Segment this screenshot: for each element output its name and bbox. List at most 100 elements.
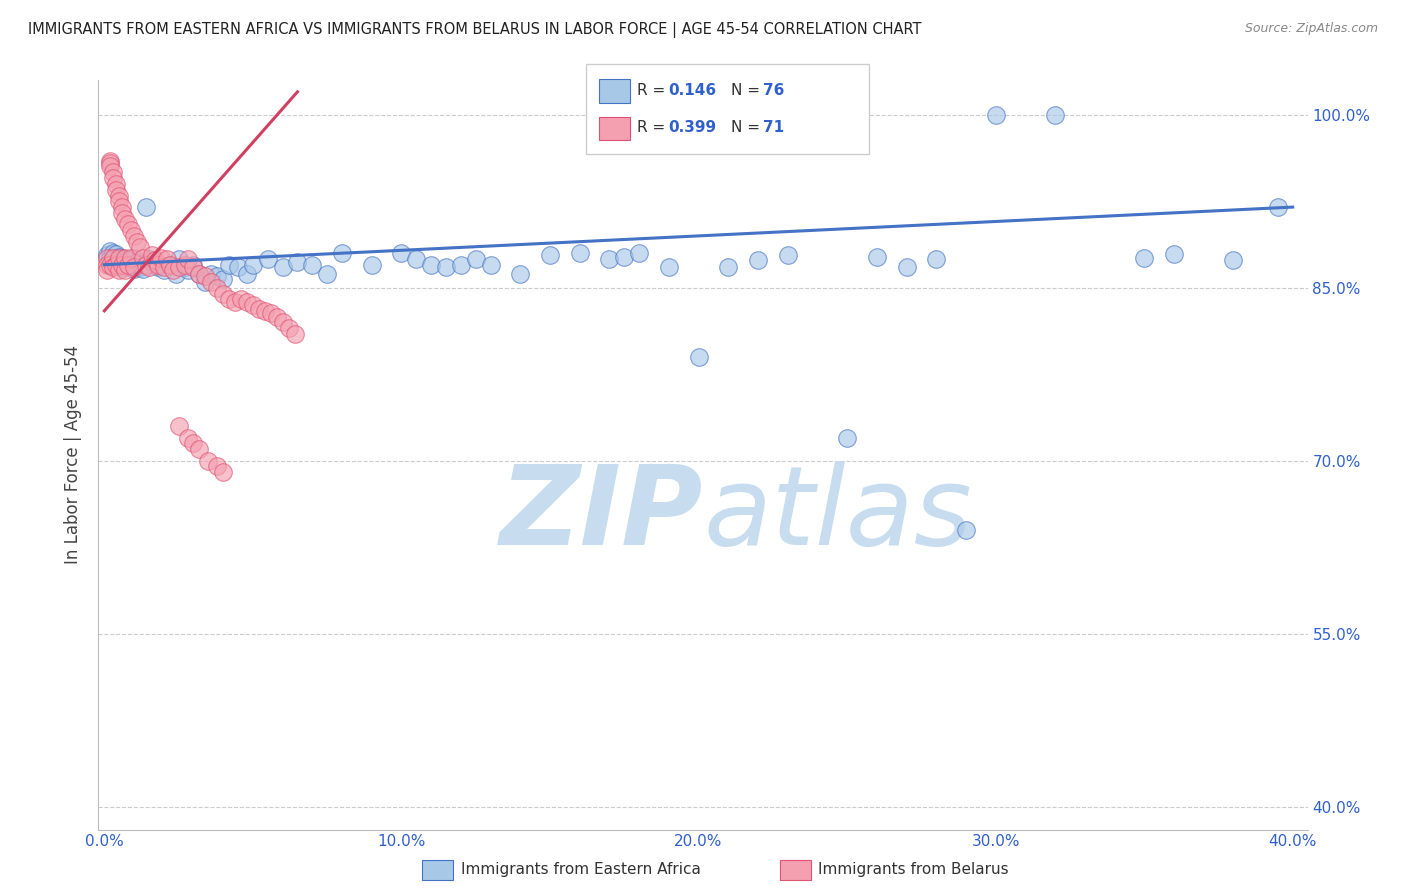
Text: Source: ZipAtlas.com: Source: ZipAtlas.com: [1244, 22, 1378, 36]
Point: [135, 258, 157, 272]
Point: [129, 240, 152, 254]
Point: [450, 258, 472, 272]
Point: [173, 258, 195, 272]
Point: [167, 252, 190, 266]
Point: [96, 251, 118, 265]
Point: [120, 258, 142, 272]
Point: [242, 298, 264, 312]
Text: 0.399: 0.399: [668, 120, 716, 135]
Point: [835, 431, 858, 445]
Point: [108, 188, 131, 202]
Point: [114, 211, 136, 226]
Point: [105, 258, 128, 272]
Point: [747, 253, 769, 268]
Point: [114, 260, 136, 274]
Point: [105, 183, 128, 197]
Point: [658, 260, 681, 274]
Y-axis label: In Labor Force | Age 45-54: In Labor Force | Age 45-54: [65, 345, 83, 565]
Point: [207, 281, 229, 295]
Point: [212, 465, 235, 479]
Point: [152, 263, 174, 277]
Point: [717, 260, 740, 274]
Point: [103, 171, 125, 186]
Point: [613, 250, 636, 264]
Point: [236, 294, 259, 309]
Point: [167, 260, 190, 274]
Point: [159, 258, 181, 272]
Point: [122, 260, 145, 274]
Text: Immigrants from Eastern Africa: Immigrants from Eastern Africa: [461, 863, 702, 877]
Text: R =: R =: [637, 120, 671, 135]
Point: [266, 310, 288, 324]
Point: [1222, 253, 1244, 268]
Text: Immigrants from Belarus: Immigrants from Belarus: [818, 863, 1010, 877]
Point: [103, 260, 125, 274]
Point: [105, 177, 128, 191]
Point: [236, 267, 259, 281]
Point: [138, 260, 160, 274]
Point: [688, 350, 710, 364]
Point: [114, 251, 136, 265]
Point: [96, 258, 118, 272]
Point: [405, 252, 427, 266]
Point: [271, 315, 294, 329]
Point: [1043, 108, 1066, 122]
Point: [464, 252, 486, 266]
Point: [287, 255, 309, 269]
Point: [776, 248, 799, 262]
Point: [122, 262, 145, 277]
Point: [117, 218, 139, 232]
Point: [111, 251, 134, 265]
Point: [176, 431, 198, 445]
Point: [111, 206, 134, 220]
Point: [159, 258, 181, 272]
Point: [98, 159, 121, 173]
Point: [955, 523, 977, 537]
Point: [108, 263, 131, 277]
Point: [391, 246, 413, 260]
Point: [146, 260, 169, 274]
Text: 71: 71: [763, 120, 785, 135]
Point: [866, 250, 889, 264]
Point: [260, 306, 283, 320]
Point: [194, 275, 217, 289]
Point: [283, 326, 305, 341]
Point: [247, 301, 270, 316]
Point: [207, 459, 229, 474]
Point: [183, 436, 205, 450]
Point: [568, 246, 591, 260]
Point: [138, 252, 160, 266]
Text: 76: 76: [763, 84, 785, 98]
Point: [146, 258, 169, 272]
Point: [200, 267, 222, 281]
Point: [143, 253, 166, 268]
Point: [194, 269, 217, 284]
Point: [183, 260, 205, 274]
Point: [135, 200, 157, 214]
Point: [103, 246, 125, 260]
Point: [176, 263, 198, 277]
Point: [896, 260, 918, 274]
Point: [103, 165, 125, 179]
Point: [598, 252, 620, 266]
Point: [111, 200, 134, 214]
Point: [117, 253, 139, 268]
Point: [122, 228, 145, 243]
Point: [207, 269, 229, 284]
Point: [152, 260, 174, 274]
Point: [141, 255, 163, 269]
Text: IMMIGRANTS FROM EASTERN AFRICA VS IMMIGRANTS FROM BELARUS IN LABOR FORCE | AGE 4: IMMIGRANTS FROM EASTERN AFRICA VS IMMIGR…: [28, 22, 921, 38]
Point: [117, 258, 139, 272]
Text: N =: N =: [731, 120, 765, 135]
Point: [509, 267, 531, 281]
Point: [114, 252, 136, 266]
Point: [125, 235, 148, 249]
Point: [96, 263, 118, 277]
Point: [120, 251, 142, 265]
Point: [162, 263, 184, 277]
Point: [229, 293, 252, 307]
Point: [98, 258, 121, 272]
Point: [984, 108, 1007, 122]
Point: [108, 256, 131, 270]
Point: [165, 267, 187, 281]
